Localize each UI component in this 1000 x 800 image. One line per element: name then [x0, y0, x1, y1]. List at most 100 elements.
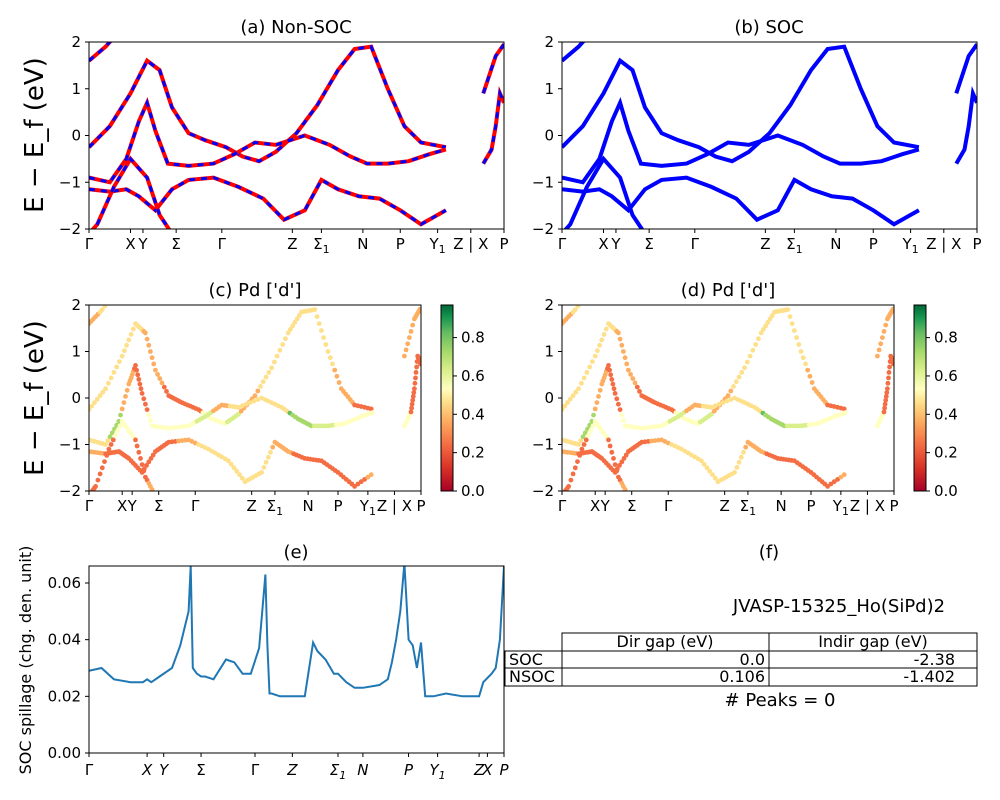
band-line-soc [562, 44, 920, 164]
projection-dot [161, 384, 167, 390]
projection-dot [405, 341, 411, 347]
projection-dot [619, 459, 625, 465]
projection-dot [332, 367, 338, 373]
projection-dot [270, 444, 276, 450]
projection-dot [883, 394, 889, 399]
projection-dot [725, 393, 731, 399]
projection-dot [584, 292, 589, 297]
projection-dot [243, 401, 249, 407]
projection-dot [277, 347, 283, 353]
panel-c-xtick-label: P [416, 497, 425, 515]
panel-c-ytick-label: 0 [71, 389, 81, 407]
projection-dot [89, 407, 92, 412]
projection-dot [575, 459, 580, 464]
projection-dot [699, 458, 704, 464]
panel-a-xtick-label: Z | X [453, 235, 488, 253]
panel-e-xtick-label: X [481, 761, 493, 779]
projection-dot [596, 394, 601, 399]
projection-dot [238, 408, 244, 414]
panel-d-xtick-label: X [590, 497, 600, 515]
panel-e-xtick-label: Γ [85, 761, 94, 779]
projection-dot [785, 307, 791, 312]
projection-dot [103, 442, 108, 447]
projection-dot [626, 367, 631, 373]
panel-c-ytick-label: −1 [59, 436, 81, 454]
projection-dot [805, 367, 811, 373]
panel-e-ylabel: SOC spillage (chg. den. unit) [16, 546, 35, 775]
projection-dot [597, 387, 603, 393]
projection-dot [709, 404, 714, 410]
projection-dot [581, 375, 587, 381]
projection-dot [617, 463, 622, 468]
projection-dot [312, 307, 318, 312]
projection-dot [247, 400, 253, 405]
projection-dot [582, 430, 588, 436]
projection-dot [565, 400, 570, 405]
band-line-nonsoc [89, 42, 113, 63]
projection-dot [616, 330, 621, 336]
projection-dot [769, 313, 775, 318]
panel-d-xtick-label: Z | X [850, 497, 885, 515]
panel-d-xtick-label: Y1 [832, 497, 849, 518]
projection-dot [841, 406, 847, 412]
table-header-dir: Dir gap (eV) [617, 632, 714, 651]
band-line-soc-overlay [89, 45, 447, 163]
projection-dot [704, 465, 710, 471]
panel-b-xtick-label: Y1 [902, 235, 919, 256]
projection-dot [148, 418, 153, 423]
projection-dot [334, 373, 340, 379]
projection-dot [747, 353, 753, 359]
projection-dot [294, 316, 300, 322]
projection-dot [330, 361, 335, 367]
spillage-line [89, 566, 504, 698]
panel-c-title: (c) Pd ['d'] [208, 280, 301, 301]
table-row-label: NSOC [509, 667, 555, 686]
panel-a-xtick-label: Y [137, 235, 148, 253]
projection-dot [592, 406, 598, 412]
panel-c-xtick-label: Γ [85, 497, 94, 515]
projection-dot [231, 465, 237, 471]
projection-dot [621, 418, 626, 423]
projection-dot [597, 342, 602, 348]
projection-dot [884, 390, 890, 395]
panel-e-xtick-label: N [357, 761, 368, 779]
projection-dot [409, 401, 415, 407]
table-cell: 0.0 [740, 650, 765, 669]
projection-dot [111, 292, 116, 297]
projection-dot [572, 465, 578, 471]
panel-e-frame [88, 565, 505, 754]
projection-dot [767, 316, 773, 322]
projection-dot [583, 437, 589, 443]
projection-dot [133, 437, 138, 443]
projection-dot [414, 364, 419, 370]
band-line-soc-overlay [482, 87, 504, 165]
panel-c-xtick-label: Y [127, 497, 138, 515]
projection-dot [588, 428, 594, 433]
projection-dot [591, 412, 596, 418]
band-line-soc [562, 97, 920, 185]
projection-dot [576, 386, 581, 392]
colorbar-tick-label: 0.8 [934, 329, 958, 347]
projection-dot [108, 296, 113, 301]
projection-dot [841, 472, 847, 478]
projection-dot [105, 300, 110, 305]
projection-dot [368, 406, 374, 412]
panel-d-xtick-label: P [889, 497, 898, 515]
projection-dot [252, 393, 258, 399]
projection-dot [268, 449, 273, 455]
projection-dot [753, 342, 759, 347]
colorbar-ticks: 0.0 0.2 0.4 0.6 0.8 0.0 0.2 0.4 0.6 0.8 [453, 329, 958, 500]
projection-dot [135, 372, 141, 378]
projection-dot [410, 397, 416, 403]
projection-dot [323, 342, 329, 347]
projection-dot [750, 347, 756, 353]
projection-dot [365, 474, 371, 480]
projection-dot [314, 314, 320, 319]
panel-a-xtick-label: P [396, 235, 405, 253]
projection-dot [239, 403, 245, 409]
projection-dot [881, 329, 887, 334]
projection-dot [108, 375, 114, 381]
projection-dot [155, 372, 161, 377]
panel-e-ytick-label: 0.00 [48, 744, 81, 762]
